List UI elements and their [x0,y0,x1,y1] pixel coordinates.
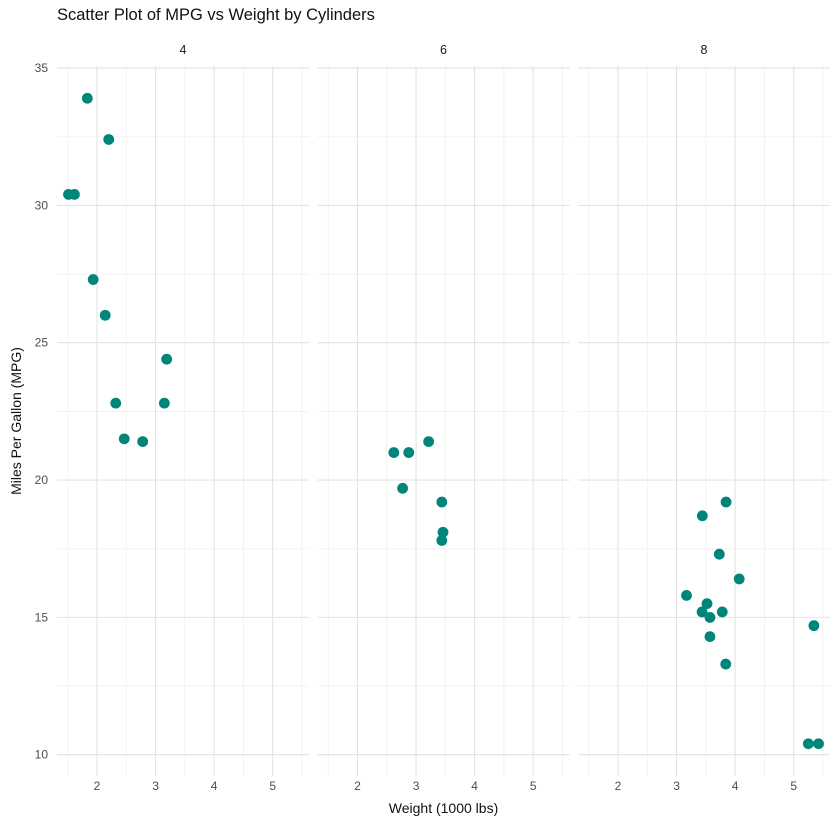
data-point [81,92,93,104]
y-tick-label: 25 [35,336,49,350]
data-point [808,620,820,632]
x-axis-title: Weight (1000 lbs) [388,800,499,816]
data-point [733,573,745,585]
data-point [704,611,716,623]
data-point [696,510,708,522]
facet-strip-label: 8 [701,43,708,57]
data-point [103,134,115,145]
x-tick-label: 2 [354,779,361,793]
data-point [158,397,170,409]
data-point [813,738,824,750]
data-point [437,526,449,538]
x-tick-label: 3 [673,779,680,793]
facet-panel: 2 3 4 5 6 [317,43,570,793]
x-tick-label: 5 [790,779,797,793]
data-point [403,447,415,458]
x-tick-label: 4 [471,779,478,793]
y-tick-label: 10 [35,748,49,762]
y-tick-label: 20 [35,473,49,487]
data-point [681,590,692,601]
data-point [110,397,122,409]
y-tick-label: 30 [35,198,49,212]
data-point [704,631,716,643]
data-point [436,535,448,546]
x-tick-label: 4 [732,779,739,793]
data-point [397,482,408,494]
data-point [720,658,732,670]
x-tick-label: 5 [269,779,276,793]
data-point [720,496,732,508]
data-point [63,189,74,200]
data-point [713,548,725,560]
data-point [137,436,149,447]
x-tick-label: 3 [152,779,159,793]
x-tick-label: 2 [615,779,622,793]
data-point [161,353,173,365]
y-tick-label: 35 [35,61,49,75]
facet-panel: 2 3 4 5 4 [57,43,309,793]
x-tick-label: 2 [94,779,101,793]
facet-strip-label: 4 [180,43,187,57]
y-tick-label: 15 [35,610,49,624]
data-point [696,606,708,618]
data-point [99,309,111,321]
data-point [388,447,400,458]
data-point [87,274,99,285]
chart-title: Scatter Plot of MPG vs Weight by Cylinde… [57,6,375,24]
data-point [701,598,713,610]
x-tick-label: 4 [211,779,218,793]
data-point [802,738,814,750]
x-tick-label: 5 [530,779,537,793]
data-point [423,436,435,447]
facet-strip-label: 6 [440,43,447,57]
x-tick-label: 3 [413,779,420,793]
facet-panel: 2 3 4 5 8 [578,43,830,793]
data-point [436,496,448,508]
data-point [118,433,130,445]
data-point [716,606,728,618]
